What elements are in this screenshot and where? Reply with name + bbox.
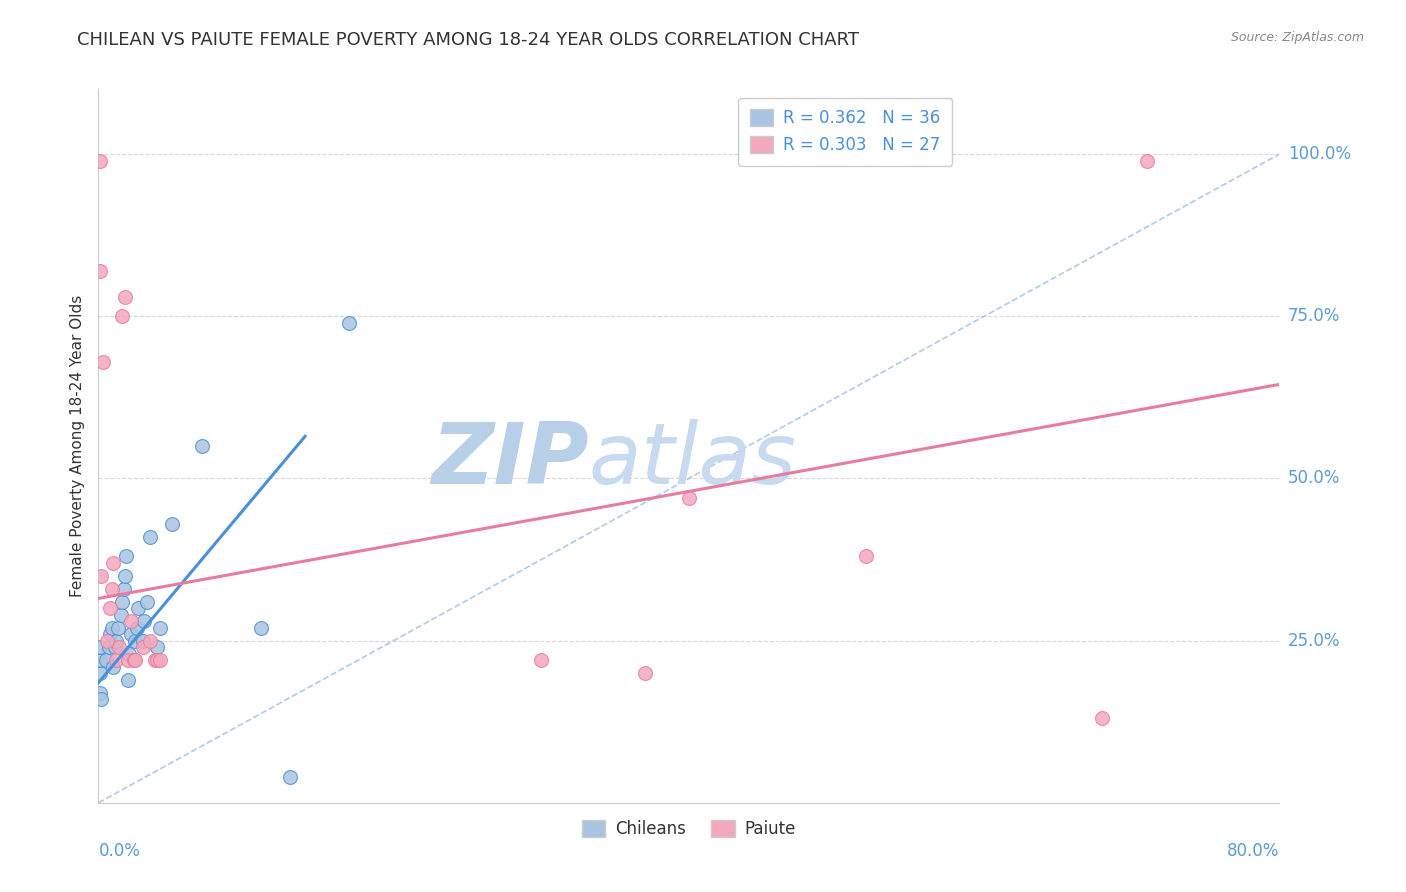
Point: [100, 621, 122, 635]
Point: [89, 153, 111, 168]
Point: [89, 264, 111, 278]
Text: 0.0%: 0.0%: [98, 842, 141, 860]
Point: [98, 627, 121, 641]
Point: [103, 556, 125, 570]
Point: [146, 640, 169, 654]
Point: [125, 621, 148, 635]
Point: [108, 640, 131, 654]
Point: [122, 653, 145, 667]
Point: [104, 640, 127, 654]
Point: [124, 633, 146, 648]
Point: [89, 666, 111, 681]
Point: [107, 621, 129, 635]
Point: [89, 640, 111, 654]
Point: [134, 614, 156, 628]
Point: [855, 549, 877, 564]
Point: [127, 601, 149, 615]
Text: 50.0%: 50.0%: [1288, 469, 1340, 487]
Text: atlas: atlas: [589, 418, 797, 502]
Point: [530, 653, 553, 667]
Legend: Chileans, Paiute: Chileans, Paiute: [575, 813, 803, 845]
Point: [634, 666, 657, 681]
Point: [122, 653, 145, 667]
Text: ZIP: ZIP: [430, 418, 589, 502]
Point: [112, 582, 135, 596]
Point: [94, 653, 117, 667]
Point: [280, 770, 302, 784]
Point: [90, 568, 112, 582]
Point: [105, 633, 128, 648]
Point: [110, 607, 132, 622]
Point: [120, 627, 142, 641]
Point: [89, 685, 111, 699]
Text: 80.0%: 80.0%: [1227, 842, 1279, 860]
Point: [139, 633, 162, 648]
Point: [111, 310, 134, 324]
Point: [96, 633, 118, 648]
Point: [191, 439, 214, 453]
Point: [143, 653, 166, 667]
Point: [89, 653, 111, 667]
Point: [1091, 711, 1114, 725]
Point: [339, 316, 361, 330]
Point: [124, 653, 146, 667]
Point: [132, 640, 155, 654]
Point: [146, 653, 169, 667]
Y-axis label: Female Poverty Among 18-24 Year Olds: Female Poverty Among 18-24 Year Olds: [69, 295, 84, 597]
Point: [139, 530, 162, 544]
Point: [149, 653, 172, 667]
Point: [114, 290, 136, 304]
Point: [162, 516, 183, 531]
Text: CHILEAN VS PAIUTE FEMALE POVERTY AMONG 18-24 YEAR OLDS CORRELATION CHART: CHILEAN VS PAIUTE FEMALE POVERTY AMONG 1…: [77, 31, 859, 49]
Point: [117, 653, 139, 667]
Text: 75.0%: 75.0%: [1288, 307, 1340, 326]
Point: [149, 621, 172, 635]
Point: [97, 640, 120, 654]
Point: [103, 659, 125, 673]
Point: [250, 621, 273, 635]
Text: 25.0%: 25.0%: [1288, 632, 1340, 649]
Point: [118, 647, 141, 661]
Point: [91, 354, 114, 368]
Point: [1136, 153, 1159, 168]
Point: [120, 614, 142, 628]
Text: Source: ZipAtlas.com: Source: ZipAtlas.com: [1230, 31, 1364, 45]
Point: [90, 692, 112, 706]
Point: [98, 601, 121, 615]
Point: [136, 595, 159, 609]
Text: 100.0%: 100.0%: [1288, 145, 1351, 163]
Point: [111, 595, 134, 609]
Point: [100, 582, 122, 596]
Point: [678, 491, 700, 505]
Point: [132, 633, 155, 648]
Point: [105, 653, 128, 667]
Point: [115, 549, 138, 564]
Point: [117, 673, 139, 687]
Point: [114, 568, 136, 582]
